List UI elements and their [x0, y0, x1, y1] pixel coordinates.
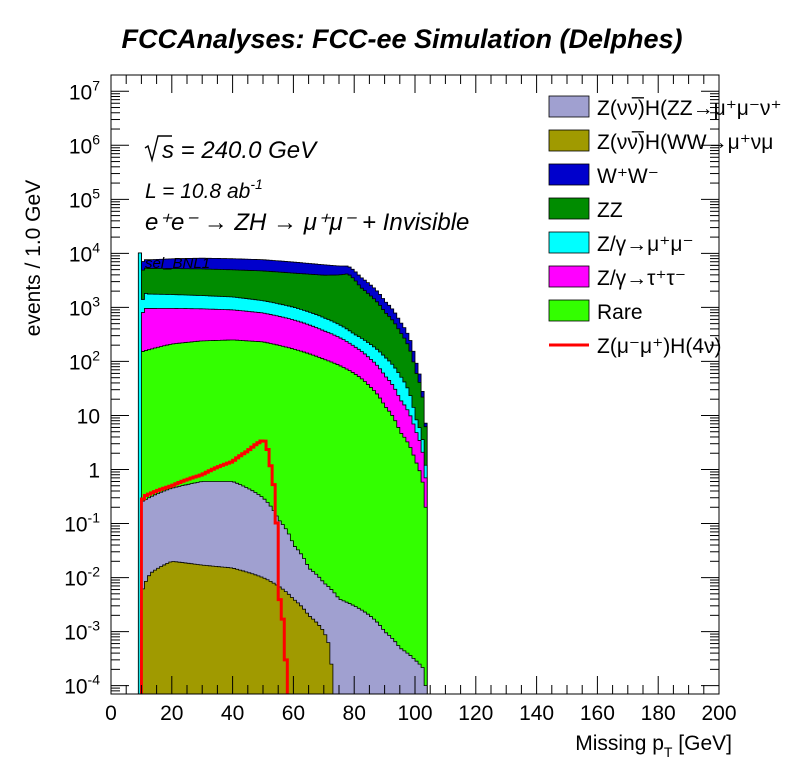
- legend-item-zz: ZZ: [548, 197, 623, 222]
- legend: Z(νν̅)H(ZZ→μ⁺μ⁻ν⁺ Z(νν̅)H(WW→μ⁺νμ W⁺W⁻ ZZ Z/…: [548, 95, 782, 358]
- legend-swatch: [548, 299, 590, 322]
- y-axis-label: events / 1.0 GeV: [22, 180, 45, 336]
- y-tick-label: 10-1: [64, 510, 100, 537]
- y-tick-label: 10: [77, 405, 100, 428]
- legend-swatch: [548, 163, 590, 186]
- legend-swatch: [548, 95, 590, 118]
- legend-label: ZZ: [597, 199, 623, 222]
- x-axis: 0 20 40 60 80 100 120 140 160 180 200: [105, 75, 737, 725]
- x-tick-label: 40: [221, 702, 244, 725]
- legend-label: Z/γ→μ⁺μ⁻: [597, 233, 694, 256]
- chart-title: FCCAnalyses: FCC-ee Simulation (Delphes): [121, 24, 682, 54]
- legend-item-rare: Rare: [548, 299, 643, 324]
- legend-label: Z(νν̅)H(WW→μ⁺νμ: [597, 131, 773, 154]
- x-tick-label: 120: [458, 702, 493, 725]
- legend-label: Z/γ→τ⁺τ⁻: [597, 267, 686, 290]
- histogram-signal-zmumu-h4nu: [139, 439, 289, 694]
- y-tick-label: 105: [69, 185, 100, 212]
- y-tick-label: 103: [69, 293, 100, 320]
- y-tick-label: 106: [69, 131, 100, 158]
- process-annotation: e⁺e⁻ → ZH → μ⁺μ⁻ + Invisible: [145, 209, 469, 236]
- y-tick-label: 10-4: [64, 672, 100, 699]
- x-tick-label: 140: [519, 702, 554, 725]
- legend-swatch: [548, 197, 590, 220]
- legend-swatch: [548, 129, 590, 152]
- legend-item-z-h-zz: Z(νν̅)H(ZZ→μ⁺μ⁻ν⁺: [548, 95, 782, 120]
- stacked-histograms: [137, 252, 428, 694]
- y-tick-label: 104: [69, 239, 100, 266]
- legend-label: Z(μ⁻μ⁺)H(4ν): [597, 335, 722, 358]
- x-axis-label: Missing pT [GeV]: [575, 732, 732, 760]
- x-tick-label: 80: [343, 702, 366, 725]
- legend-item-z: Z/γ→μ⁺μ⁻: [548, 231, 694, 256]
- x-tick-label: 200: [701, 702, 736, 725]
- x-tick-label: 160: [580, 702, 615, 725]
- svg-text:s = 240.0 GeV: s = 240.0 GeV: [162, 137, 318, 164]
- legend-swatch: [548, 265, 590, 288]
- y-axis: 10-4 10-3 10-2 10-1 1 10 102 103 104 105 106 107: [64, 74, 719, 699]
- legend-item-z-h-4: Z(μ⁻μ⁺)H(4ν): [549, 335, 722, 358]
- sqrt-symbol: [144, 135, 172, 163]
- legend-label: Z(νν̅)H(ZZ→μ⁺μ⁻ν⁺: [597, 97, 782, 120]
- legend-item-z: Z/γ→τ⁺τ⁻: [548, 265, 686, 290]
- y-tick-label: 102: [69, 347, 100, 374]
- x-tick-label: 100: [397, 702, 432, 725]
- x-tick-label: 0: [105, 702, 117, 725]
- y-tick-label: 10-2: [64, 564, 100, 591]
- legend-item-z-h-ww: Z(νν̅)H(WW→μ⁺νμ: [548, 129, 773, 154]
- legend-label: W⁺W⁻: [597, 165, 659, 188]
- y-tick-label: 107: [69, 77, 100, 104]
- legend-swatch: [548, 231, 590, 254]
- legend-item-w-w: W⁺W⁻: [548, 163, 659, 188]
- x-tick-label: 180: [641, 702, 676, 725]
- sqrt-s-annotation: s = 240.0 GeV: [144, 135, 318, 164]
- luminosity-annotation: L = 10.8 ab-1: [145, 176, 263, 203]
- legend-label: Rare: [597, 301, 643, 324]
- y-tick-label: 10-3: [64, 618, 100, 645]
- selection-label: sel_BNL1: [145, 255, 210, 272]
- x-tick-label: 60: [282, 702, 305, 725]
- x-tick-label: 20: [160, 702, 183, 725]
- y-tick-label: 1: [88, 459, 100, 482]
